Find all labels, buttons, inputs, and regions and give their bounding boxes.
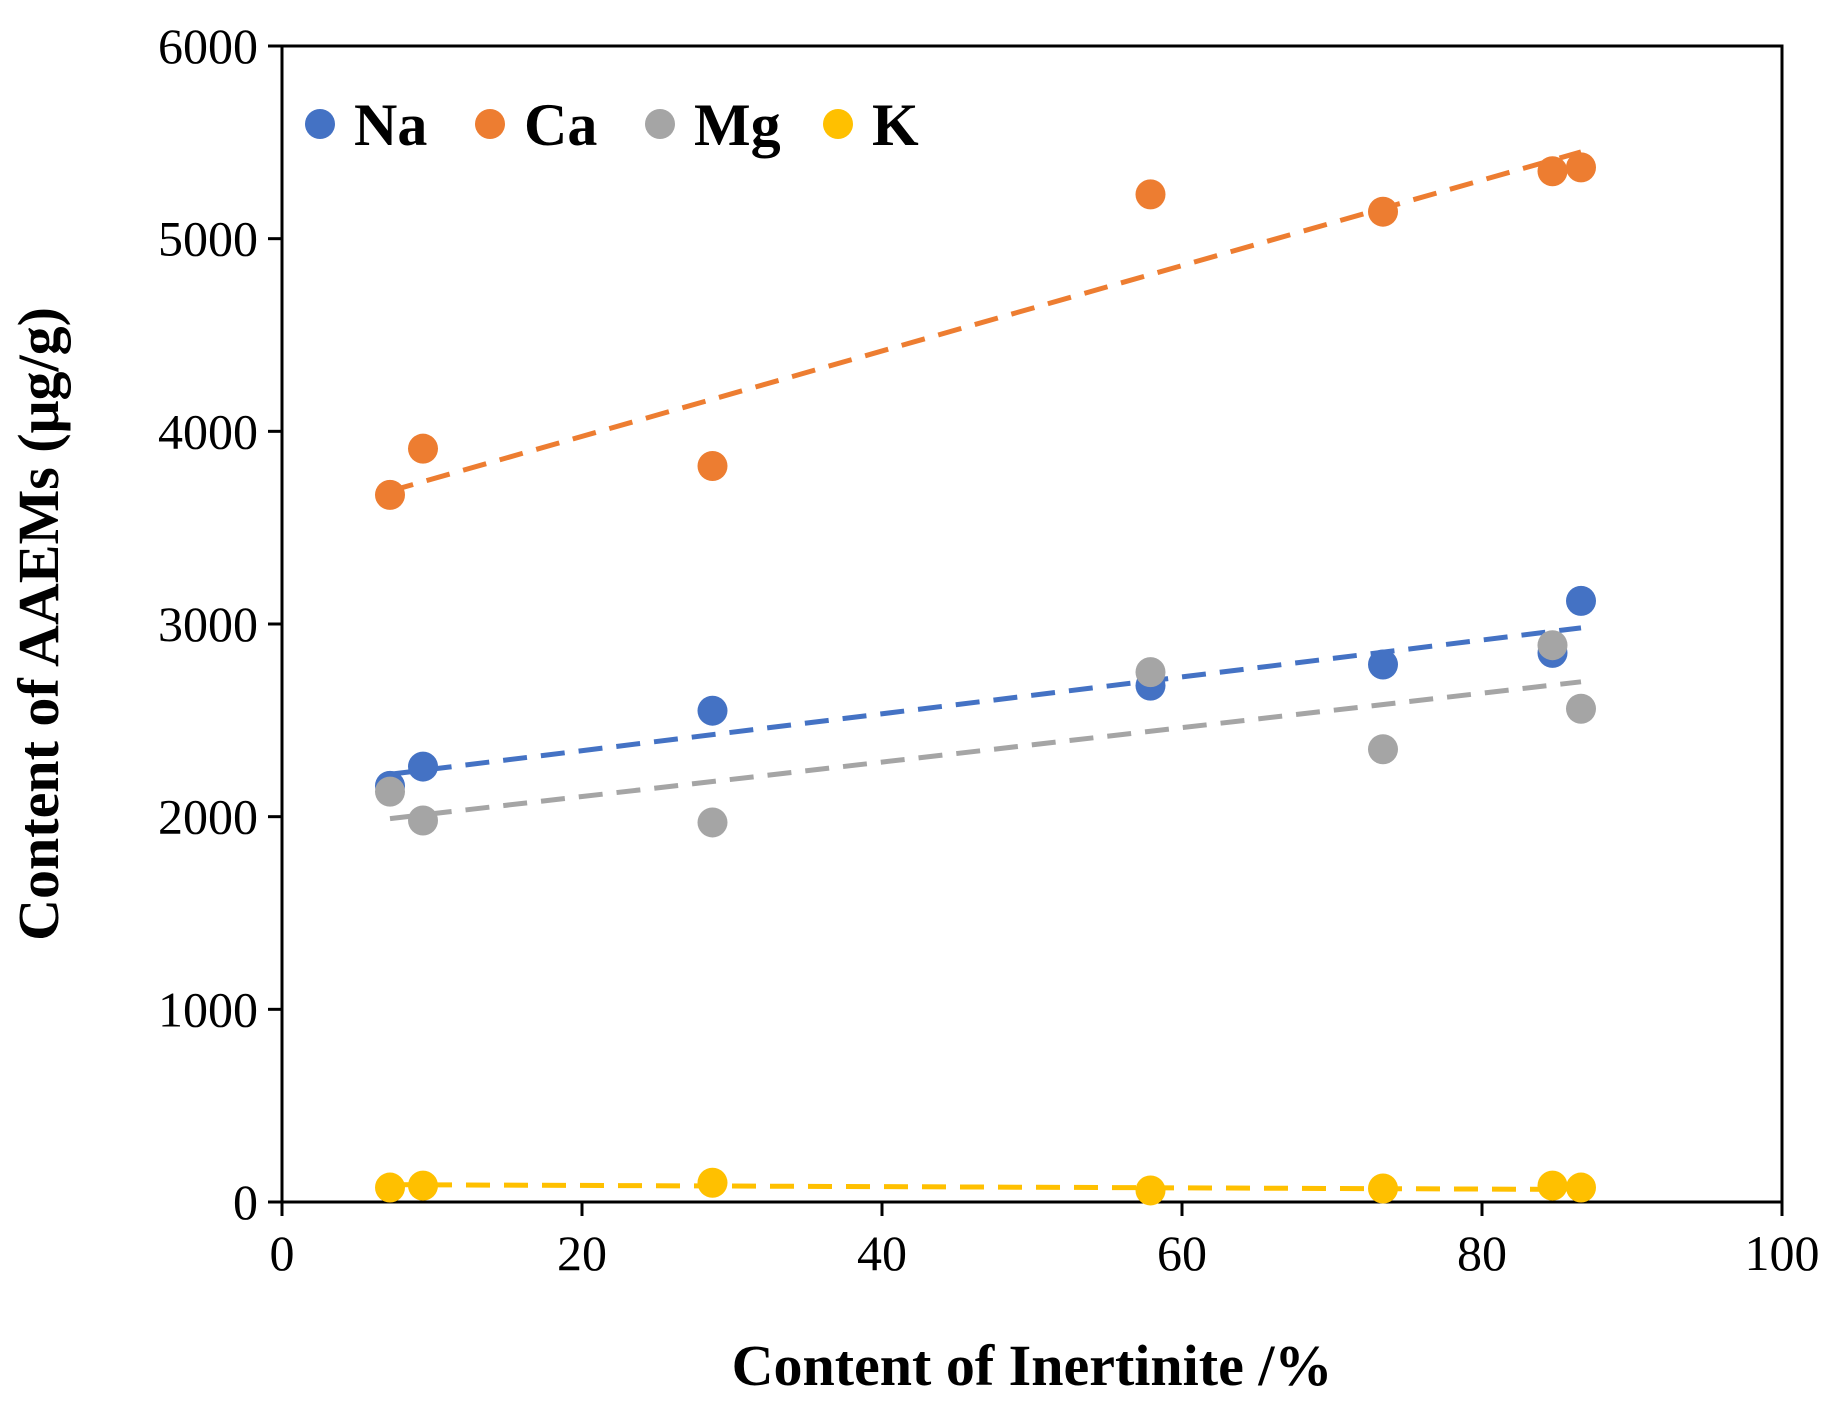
x-tick-label: 20 bbox=[557, 1225, 607, 1281]
y-tick-label: 1000 bbox=[158, 981, 258, 1037]
plot-area bbox=[280, 44, 1784, 1204]
legend: Na Ca Mg K bbox=[305, 92, 919, 158]
y-tick-label: 6000 bbox=[158, 18, 258, 74]
data-point-mg bbox=[408, 805, 438, 836]
data-point-na bbox=[1368, 649, 1398, 680]
y-tick-label: 3000 bbox=[158, 596, 258, 652]
legend-marker-ca bbox=[475, 109, 505, 139]
trendline-mg bbox=[389, 679, 1582, 822]
x-tick-label: 40 bbox=[857, 1225, 907, 1281]
x-axis-title: Content of Inertinite /% bbox=[732, 1333, 1333, 1398]
data-point-ca bbox=[1368, 196, 1398, 227]
legend-label-mg: Mg bbox=[694, 92, 781, 158]
x-tick-label: 80 bbox=[1457, 1225, 1507, 1281]
legend-label-ca: Ca bbox=[524, 92, 597, 158]
y-axis-title: Content of AAEMs (μg/g) bbox=[6, 307, 71, 941]
data-point-ca bbox=[375, 479, 405, 510]
x-tick-label: 60 bbox=[1157, 1225, 1207, 1281]
y-tick-label: 4000 bbox=[158, 403, 258, 459]
data-point-mg bbox=[697, 807, 728, 838]
data-points bbox=[375, 152, 1596, 1206]
data-point-k bbox=[1566, 1172, 1596, 1203]
data-point-k bbox=[375, 1172, 405, 1203]
x-tick-label: 0 bbox=[270, 1225, 295, 1281]
data-point-k bbox=[1368, 1173, 1398, 1204]
data-point-ca bbox=[697, 451, 728, 482]
data-point-ca bbox=[1537, 156, 1568, 187]
trendlines bbox=[389, 149, 1582, 1192]
data-point-na bbox=[697, 695, 728, 726]
data-point-na bbox=[408, 751, 438, 782]
data-point-mg bbox=[375, 776, 405, 807]
y-tick-label: 2000 bbox=[158, 789, 258, 845]
data-point-k bbox=[697, 1167, 728, 1198]
data-point-na bbox=[1566, 585, 1596, 616]
data-point-k bbox=[1135, 1175, 1166, 1206]
data-point-ca bbox=[1135, 179, 1166, 210]
legend-label-na: Na bbox=[354, 92, 427, 158]
data-point-mg bbox=[1537, 630, 1568, 661]
data-point-ca bbox=[1566, 152, 1596, 183]
legend-marker-k bbox=[823, 109, 853, 139]
data-point-k bbox=[408, 1170, 438, 1201]
legend-label-k: K bbox=[872, 92, 919, 158]
data-point-mg bbox=[1566, 693, 1596, 724]
y-tick-label: 0 bbox=[233, 1174, 258, 1230]
data-point-ca bbox=[408, 433, 438, 464]
x-tick-label: 100 bbox=[1745, 1225, 1820, 1281]
legend-marker-mg bbox=[645, 109, 675, 139]
trendline-ca bbox=[389, 149, 1582, 494]
y-tick-label: 5000 bbox=[158, 211, 258, 267]
trendline-k bbox=[389, 1182, 1582, 1192]
data-point-mg bbox=[1368, 734, 1398, 765]
data-point-mg bbox=[1135, 657, 1166, 688]
trendline-na bbox=[389, 625, 1582, 777]
data-point-k bbox=[1537, 1170, 1568, 1201]
legend-marker-na bbox=[305, 109, 335, 139]
